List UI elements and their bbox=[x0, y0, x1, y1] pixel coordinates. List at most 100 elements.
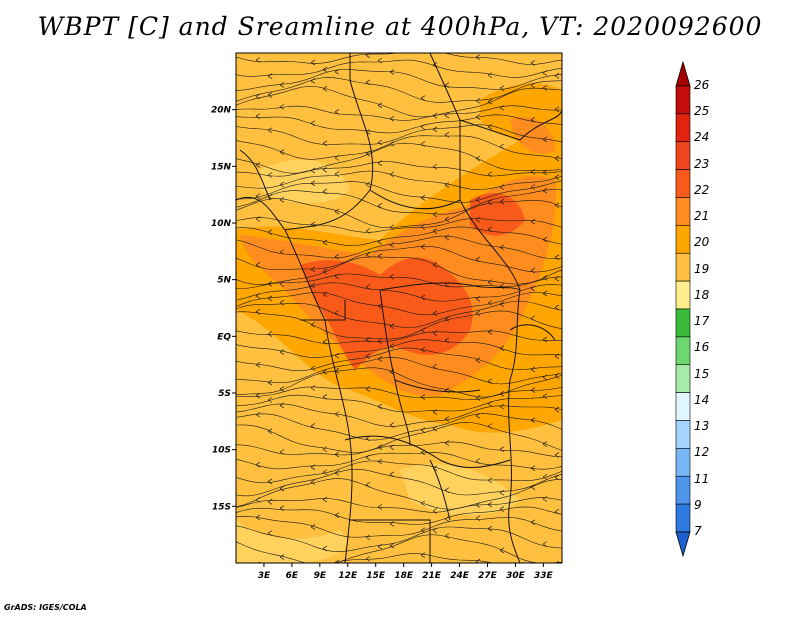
streamline-arrow bbox=[444, 216, 450, 223]
streamline-arrow bbox=[279, 197, 285, 203]
streamline-arrow bbox=[475, 114, 481, 120]
streamline-arrow bbox=[334, 352, 340, 359]
streamline-arrow bbox=[554, 254, 560, 261]
streamline-arrow bbox=[389, 521, 395, 527]
streamline-arrow bbox=[267, 92, 273, 98]
streamline-arrow bbox=[499, 345, 505, 352]
streamline-arrow bbox=[530, 315, 536, 322]
streamline-arrow bbox=[542, 496, 548, 502]
streamline-arrow bbox=[334, 171, 340, 177]
streamline bbox=[236, 506, 562, 525]
streamline-arrow bbox=[389, 444, 395, 451]
streamline-arrow bbox=[267, 295, 273, 302]
streamline-arrow bbox=[322, 239, 328, 246]
streamline-arrow bbox=[499, 184, 505, 190]
streamline-arrow bbox=[322, 188, 328, 195]
streamline-arrow bbox=[389, 224, 395, 231]
colorbar-swatch bbox=[675, 364, 691, 393]
colorbar-label: 25 bbox=[694, 104, 710, 119]
streamline-arrow bbox=[432, 508, 438, 514]
streamline-arrow bbox=[432, 163, 438, 170]
streamline bbox=[236, 386, 562, 401]
streamline-arrow bbox=[377, 356, 383, 362]
streamline-arrow bbox=[267, 530, 273, 536]
streamline-arrow bbox=[475, 502, 481, 508]
streamline bbox=[236, 161, 562, 177]
streamline-arrow bbox=[444, 337, 450, 344]
streamline-arrow bbox=[530, 519, 536, 526]
streamline-arrow bbox=[499, 198, 505, 205]
streamline-arrow bbox=[475, 196, 481, 203]
streamline-arrow bbox=[499, 301, 505, 307]
streamline-arrow bbox=[487, 124, 493, 130]
streamline-arrow bbox=[554, 155, 560, 162]
streamline-arrow bbox=[554, 174, 560, 180]
streamline-arrow bbox=[334, 411, 340, 417]
colorbar-label: 23 bbox=[694, 156, 710, 171]
streamline-arrow bbox=[499, 105, 505, 111]
x-tick-label: 3E bbox=[258, 571, 271, 581]
streamline-arrow bbox=[554, 275, 560, 282]
streamline-arrow bbox=[267, 172, 273, 178]
streamline-arrow bbox=[310, 464, 316, 471]
field-region-20 bbox=[260, 159, 350, 204]
streamline-arrow bbox=[432, 425, 438, 432]
colorbar-label: 26 bbox=[694, 78, 710, 92]
streamlines bbox=[236, 53, 562, 563]
streamline-arrow bbox=[475, 97, 481, 104]
x-tick-label: 27E bbox=[478, 571, 498, 581]
streamline-arrow bbox=[310, 385, 316, 391]
colorbar-label: 12 bbox=[694, 445, 710, 460]
colorbar-swatch bbox=[675, 85, 691, 115]
streamline bbox=[236, 478, 562, 510]
streamline-arrow bbox=[530, 285, 536, 292]
streamline-arrow bbox=[377, 238, 383, 245]
streamline-arrow bbox=[530, 218, 536, 225]
colorbar-label: 21 bbox=[694, 209, 710, 224]
streamline-arrow bbox=[255, 113, 261, 119]
streamline-arrow bbox=[542, 374, 548, 381]
streamline-arrow bbox=[499, 403, 505, 410]
colorbar-label: 19 bbox=[694, 261, 710, 276]
streamline bbox=[236, 105, 562, 121]
streamline-arrow bbox=[530, 366, 536, 373]
streamline-arrow bbox=[255, 162, 261, 168]
streamline-arrow bbox=[420, 327, 426, 334]
streamline-arrow bbox=[542, 136, 548, 143]
streamline-arrow bbox=[542, 85, 548, 91]
streamline bbox=[236, 310, 562, 340]
x-tick-label: 6E bbox=[286, 571, 299, 581]
streamline bbox=[236, 189, 562, 215]
streamline-arrow bbox=[377, 139, 383, 146]
y-tick-label: 5N bbox=[217, 276, 231, 286]
streamline-arrow bbox=[444, 82, 450, 88]
streamline-arrow bbox=[389, 171, 395, 178]
field-region-22 bbox=[510, 116, 555, 154]
y-tick-label: 5S bbox=[218, 389, 231, 399]
streamline-arrow bbox=[420, 294, 426, 301]
streamline-arrow bbox=[530, 60, 536, 66]
streamline bbox=[236, 69, 562, 91]
streamline-arrow bbox=[255, 262, 261, 268]
streamline-arrow bbox=[377, 102, 383, 109]
colorbar-label: 9 bbox=[694, 497, 702, 512]
streamline-arrow bbox=[255, 392, 261, 399]
streamline bbox=[236, 330, 562, 344]
streamline-arrow bbox=[487, 423, 493, 429]
streamline-arrow bbox=[322, 85, 328, 92]
y-axis: 20N 15N 10N 5N EQ 5S 10S 15S bbox=[211, 106, 236, 512]
colorbar-label: 22 bbox=[694, 182, 710, 197]
streamline-arrow bbox=[377, 203, 383, 209]
streamline-arrow bbox=[542, 393, 548, 400]
streamline-arrow bbox=[267, 478, 273, 485]
streamline-arrow bbox=[542, 474, 548, 480]
y-tick-label: 15N bbox=[211, 162, 232, 172]
x-tick-label: 9E bbox=[314, 571, 327, 581]
streamline-arrow bbox=[420, 195, 426, 201]
streamline-arrow bbox=[267, 331, 273, 337]
streamline-arrow bbox=[279, 386, 285, 392]
streamline-arrow bbox=[487, 72, 493, 78]
streamline-arrow bbox=[389, 542, 395, 549]
streamline-arrow bbox=[444, 182, 450, 188]
streamline bbox=[236, 235, 562, 260]
